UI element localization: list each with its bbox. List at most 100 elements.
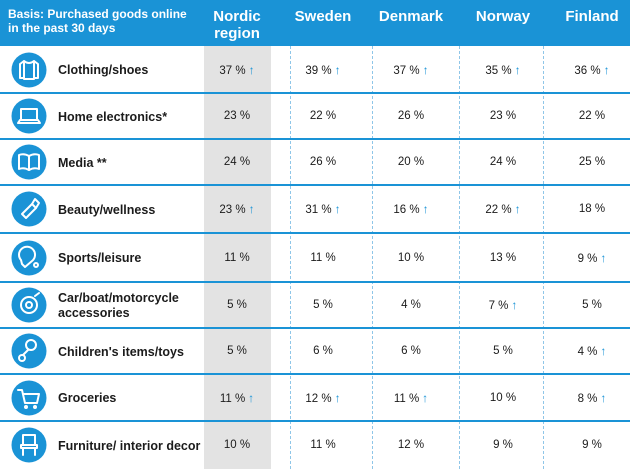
cell-value: 22 % xyxy=(309,110,337,122)
data-cell: 9 % xyxy=(463,439,543,451)
row-divider xyxy=(0,373,630,375)
row-label: Furniture/ interior decor xyxy=(58,438,201,453)
data-cell: 11 % ↑ xyxy=(197,391,277,405)
cell-value: 36 % xyxy=(574,64,601,77)
data-cell: 9 % xyxy=(552,439,630,451)
cell-value: 9 % xyxy=(577,252,598,265)
cell-value: 18 % xyxy=(578,203,606,215)
data-cell: 35 % ↑ xyxy=(463,63,543,77)
data-cell: 37 % ↑ xyxy=(197,63,277,77)
row-label: Clothing/shoes xyxy=(58,63,149,77)
data-cell: 12 % xyxy=(371,439,451,451)
up-arrow-icon: ↑ xyxy=(514,62,521,77)
lipstick-icon xyxy=(11,191,47,227)
row-divider xyxy=(0,138,630,140)
up-arrow-icon: ↑ xyxy=(334,62,341,77)
data-cell: 7 % ↑ xyxy=(463,298,543,312)
cell-value: 6 % xyxy=(313,345,333,357)
data-cell: 24 % xyxy=(197,156,277,168)
row-divider xyxy=(0,420,630,422)
data-cell: 16 % ↑ xyxy=(371,202,451,216)
cell-value: 35 % xyxy=(485,64,512,77)
data-cell: 22 % xyxy=(283,110,363,122)
data-cell: 13 % xyxy=(463,252,543,264)
up-arrow-icon: ↑ xyxy=(248,390,255,405)
cell-value: 23 % xyxy=(219,204,246,216)
data-cell: 11 % xyxy=(283,252,363,264)
cell-value: 12 % xyxy=(305,392,332,405)
data-cell: 9 % ↑ xyxy=(552,251,630,265)
cell-value: 8 % xyxy=(577,392,598,405)
column-header: Norway xyxy=(475,8,531,25)
cell-value: 20 % xyxy=(397,156,425,168)
up-arrow-icon: ↑ xyxy=(248,202,255,216)
data-cell: 26 % xyxy=(283,156,363,168)
row-divider xyxy=(0,327,630,329)
up-arrow-icon: ↑ xyxy=(422,202,429,216)
cell-value: 23 % xyxy=(223,110,251,122)
data-cell: 4 % ↑ xyxy=(552,344,630,358)
data-cell: 5 % xyxy=(552,299,630,311)
data-cell: 23 % ↑ xyxy=(197,202,277,216)
cell-value: 5 % xyxy=(227,299,247,311)
data-cell: 6 % xyxy=(283,345,363,357)
up-arrow-icon: ↑ xyxy=(600,250,607,265)
up-arrow-icon: ↑ xyxy=(248,62,255,77)
data-cell: 5 % xyxy=(197,345,277,357)
chair-icon xyxy=(11,427,47,463)
ping-pong-icon xyxy=(11,240,47,276)
cell-value: 37 % xyxy=(393,64,420,77)
up-arrow-icon: ↑ xyxy=(600,344,607,358)
data-cell: 10 % xyxy=(197,439,277,451)
cell-value: 4 % xyxy=(401,299,421,311)
column-divider xyxy=(290,46,292,469)
data-cell: 11 % ↑ xyxy=(371,391,451,405)
row-label: Groceries xyxy=(58,391,117,405)
cell-value: 5 % xyxy=(227,345,247,357)
data-cell: 23 % xyxy=(197,110,277,122)
cell-value: 10 % xyxy=(489,391,517,404)
cell-value: 11 % xyxy=(310,251,336,264)
data-cell: 8 % ↑ xyxy=(552,391,630,405)
column-header: Nordic region xyxy=(213,8,261,42)
row-divider xyxy=(0,281,630,283)
row-label: Children's items/toys xyxy=(58,344,184,359)
up-arrow-icon: ↑ xyxy=(334,202,341,216)
cell-value: 5 % xyxy=(582,299,602,311)
book-icon xyxy=(11,144,47,180)
shopping-cart-icon xyxy=(11,380,47,416)
cell-value: 11 % xyxy=(310,439,336,451)
data-cell: 26 % xyxy=(371,110,451,122)
cell-value: 10 % xyxy=(397,251,425,264)
cell-value: 26 % xyxy=(309,156,337,168)
data-cell: 24 % xyxy=(463,156,543,168)
shirt-icon xyxy=(11,52,47,88)
up-arrow-icon: ↑ xyxy=(334,390,341,405)
cell-value: 26 % xyxy=(397,110,425,122)
data-cell: 12 % ↑ xyxy=(283,391,363,405)
cell-value: 5 % xyxy=(313,299,333,311)
up-arrow-icon: ↑ xyxy=(514,202,521,216)
gear-wheel-icon xyxy=(11,287,47,323)
data-cell: 39 % ↑ xyxy=(283,63,363,77)
up-arrow-icon: ↑ xyxy=(603,62,610,77)
column-header: Denmark xyxy=(378,8,444,25)
data-cell: 5 % xyxy=(197,299,277,311)
data-cell: 20 % xyxy=(371,156,451,168)
cell-value: 5 % xyxy=(493,345,513,357)
row-label: Sports/leisure xyxy=(58,251,142,265)
data-cell: 11 % xyxy=(197,252,277,264)
cell-value: 31 % xyxy=(305,204,332,216)
up-arrow-icon: ↑ xyxy=(422,62,429,77)
column-divider xyxy=(459,46,461,469)
data-cell: 36 % ↑ xyxy=(552,63,630,77)
cell-value: 9 % xyxy=(582,439,602,451)
cell-value: 7 % xyxy=(488,300,509,312)
cell-value: 24 % xyxy=(223,156,251,168)
cell-value: 22 % xyxy=(485,204,512,216)
data-cell: 5 % xyxy=(463,345,543,357)
pacifier-icon xyxy=(11,333,47,369)
up-arrow-icon: ↑ xyxy=(511,298,518,312)
cell-value: 4 % xyxy=(577,346,598,358)
row-label: Home electronics* xyxy=(58,109,168,124)
